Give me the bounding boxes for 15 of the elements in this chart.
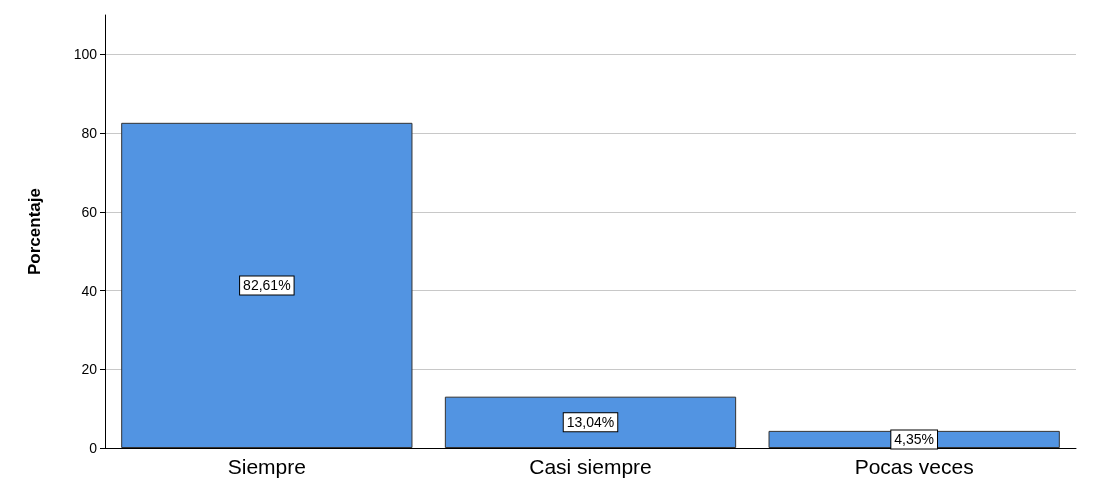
data-label: 13,04% [566,414,615,431]
x-tick-label: Siempre [227,455,306,478]
y-axis-title: Porcentaje [25,188,44,275]
data-label: 82,61% [243,277,291,294]
y-tick-label: 40 [81,282,98,299]
x-tick-label: Casi siempre [529,455,652,478]
y-tick-label: 20 [81,361,98,378]
y-tick-label: 0 [89,440,98,456]
bar [121,122,413,448]
y-tick-label: 100 [73,46,98,63]
bar [444,396,737,448]
y-tick-label: 60 [81,203,98,220]
data-label: 4,35% [894,431,935,448]
y-tick-label: 80 [81,125,98,142]
x-tick-label: Pocas veces [854,455,974,478]
